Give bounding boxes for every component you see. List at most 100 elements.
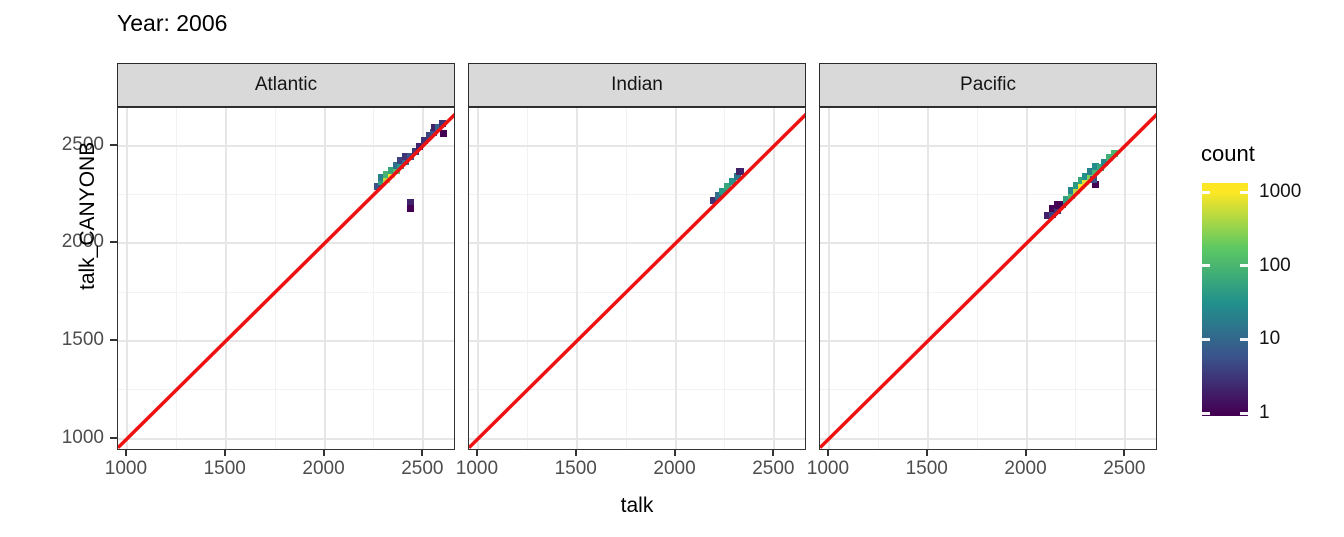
count-bin <box>439 119 447 127</box>
count-bin <box>714 192 722 200</box>
count-bin <box>1089 176 1097 184</box>
gridline-minor-horizontal <box>118 291 454 293</box>
identity-line <box>469 112 805 449</box>
y-axis-tick-label: 2500 <box>61 133 104 155</box>
legend-colorbar <box>1202 183 1248 416</box>
count-bin <box>1053 206 1061 214</box>
gridline-major-horizontal <box>820 437 1156 440</box>
count-bin <box>1044 212 1052 220</box>
facet-strip-label-pacific: Pacific <box>960 74 1016 95</box>
gridline-major-vertical <box>575 108 578 449</box>
count-bin <box>1101 158 1109 166</box>
gridline-minor-vertical <box>1075 108 1077 449</box>
gridline-major-horizontal <box>469 340 805 343</box>
count-bin <box>421 136 429 144</box>
count-bin <box>1096 163 1104 171</box>
gridline-major-vertical <box>1124 108 1127 449</box>
identity-line <box>820 112 1156 449</box>
y-axis-tick-label: 2000 <box>61 231 104 253</box>
gridline-major-horizontal <box>820 242 1156 245</box>
legend-tick-label: 1 <box>1259 402 1270 424</box>
legend-tick-mark-right <box>1240 264 1248 268</box>
y-axis-tick-label: 1000 <box>61 426 104 448</box>
count-bin <box>1055 201 1063 209</box>
facet-strip-label-indian: Indian <box>611 74 663 95</box>
legend-tick-mark-left <box>1202 337 1210 341</box>
x-axis-tick <box>124 450 127 456</box>
count-bin <box>1049 204 1057 213</box>
count-bin <box>430 124 438 132</box>
count-bin <box>425 131 433 139</box>
gridline-major-vertical <box>476 108 479 449</box>
gridline-minor-vertical <box>274 108 276 449</box>
y-axis-tick <box>110 436 117 439</box>
count-bin <box>1068 186 1076 194</box>
count-bin <box>1072 187 1080 195</box>
y-axis-tick-label: 1500 <box>61 329 104 351</box>
gridline-minor-vertical <box>877 108 879 449</box>
gridline-minor-horizontal <box>118 389 454 391</box>
x-axis-tick <box>475 450 478 456</box>
count-bin <box>406 205 414 213</box>
x-axis-tick-label: 2000 <box>302 458 345 479</box>
x-axis-tick <box>925 450 928 456</box>
x-axis-tick <box>772 450 775 456</box>
gridline-minor-vertical <box>724 108 726 449</box>
count-bin <box>1068 191 1076 199</box>
count-bin <box>1106 154 1114 162</box>
legend-tick-mark-left <box>1202 190 1210 194</box>
y-axis-tick <box>110 241 117 244</box>
gridline-major-vertical <box>323 108 326 449</box>
gridline-major-horizontal <box>820 340 1156 343</box>
identity-line <box>118 112 454 449</box>
count-bin <box>1092 180 1100 188</box>
legend-tick-mark-right <box>1240 411 1248 415</box>
x-axis-tick <box>826 450 829 456</box>
gridline-major-horizontal <box>820 144 1156 147</box>
count-bin <box>1110 150 1118 158</box>
x-axis-tick-label: 1000 <box>806 458 850 479</box>
legend-tick-mark-left <box>1202 264 1210 268</box>
x-axis-tick-label: 2500 <box>401 458 444 479</box>
x-axis-tick <box>1024 450 1027 456</box>
x-axis-tick <box>673 450 676 456</box>
panel-indian <box>468 107 806 450</box>
gridline-minor-horizontal <box>469 291 805 293</box>
x-axis-tick-label: 2000 <box>653 458 696 479</box>
gridline-minor-horizontal <box>820 389 1156 391</box>
legend-tick-label: 10 <box>1259 328 1281 350</box>
gridline-minor-vertical <box>373 108 375 449</box>
count-bin <box>1072 181 1080 189</box>
gridline-minor-vertical <box>976 108 978 449</box>
count-bin <box>378 173 386 181</box>
count-bin <box>1063 196 1071 204</box>
x-axis-tick-label: 1000 <box>104 458 148 479</box>
legend-title: count <box>1201 141 1255 166</box>
count-bin <box>1077 182 1085 190</box>
y-axis-tick <box>110 143 117 146</box>
x-axis-tick <box>574 450 577 456</box>
gridline-major-horizontal <box>469 242 805 245</box>
count-bin <box>1049 210 1057 218</box>
x-axis-tick-label: 2500 <box>752 458 795 479</box>
gridline-major-horizontal <box>118 242 454 245</box>
count-bin <box>719 187 727 195</box>
count-bin <box>728 177 737 185</box>
gridline-major-vertical <box>674 108 677 449</box>
count-bin <box>378 178 386 186</box>
y-axis-title: talk_CANYONB <box>76 141 100 290</box>
x-axis-tick-label: 1500 <box>554 458 597 479</box>
gridline-major-vertical <box>827 108 830 449</box>
x-axis-tick-label: 2000 <box>1004 458 1047 479</box>
legend-tick-label: 1000 <box>1259 181 1302 202</box>
legend-tick-mark-right <box>1240 337 1248 341</box>
legend-tick-mark-right <box>1240 190 1248 194</box>
x-axis-tick-label: 1500 <box>203 458 246 479</box>
gridline-minor-horizontal <box>118 193 454 195</box>
count-bin <box>430 129 438 137</box>
gridline-minor-vertical <box>175 108 177 449</box>
gridline-minor-horizontal <box>469 389 805 391</box>
count-bin <box>383 171 391 179</box>
count-bin <box>439 130 447 138</box>
